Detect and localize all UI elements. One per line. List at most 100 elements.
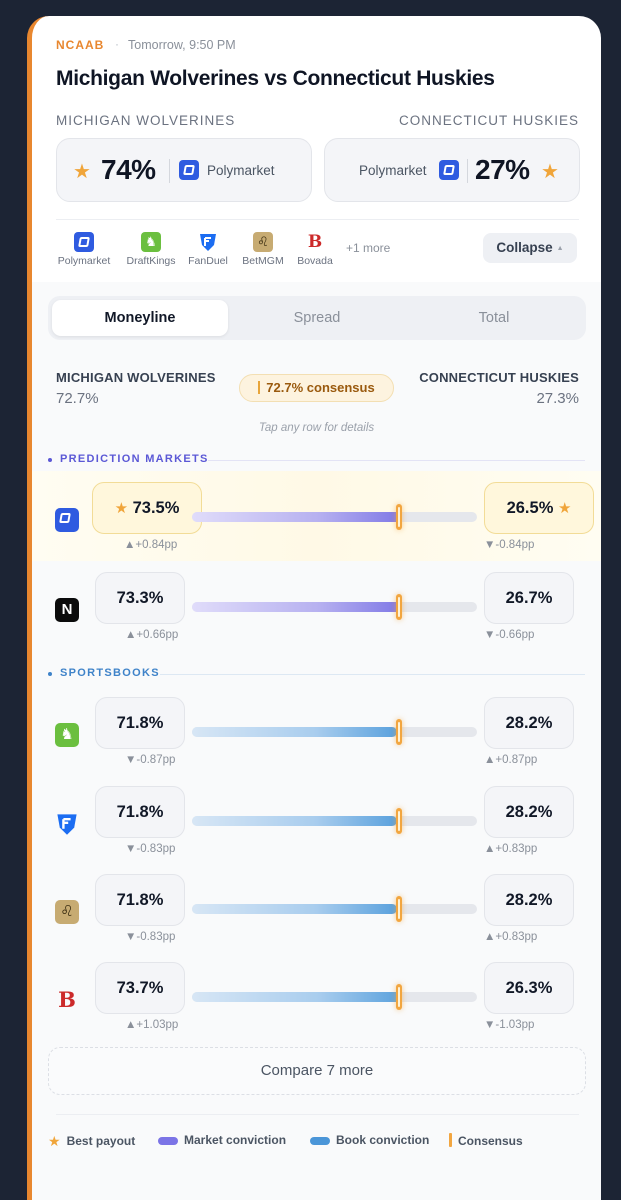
away-odds-value: 28.2%	[505, 891, 553, 909]
source-logo: B	[55, 988, 79, 1012]
away-odds-box[interactable]: 28.2%	[484, 786, 574, 838]
away-team-label: CONNECTICUT HUSKIES	[398, 113, 579, 128]
draftkings-icon: ♞	[55, 723, 79, 747]
fanduel-icon	[55, 812, 79, 836]
bovada-icon: B	[58, 987, 76, 1012]
home-odds-box[interactable]: 71.8%	[95, 786, 185, 838]
source-logo: ♌	[55, 900, 79, 924]
consensus-label: 72.7% consensus	[266, 380, 375, 395]
ml-home-pct: 72.7%	[56, 390, 99, 407]
legend-consensus: Consensus	[449, 1133, 523, 1148]
novig-icon: N	[55, 598, 79, 622]
tab-total[interactable]: Total	[478, 310, 510, 326]
conviction-track	[192, 984, 477, 1010]
book-label: Bovada	[297, 255, 333, 267]
away-odds-box[interactable]: 28.2%	[484, 697, 574, 749]
away-delta: ▼-0.84pp	[484, 539, 535, 551]
away-odds-box[interactable]: 26.7%	[484, 572, 574, 624]
away-best-odds[interactable]: Polymarket 27% ★	[324, 138, 580, 202]
away-odds-value: 28.2%	[505, 803, 553, 821]
away-delta: ▲+0.83pp	[484, 931, 538, 943]
collapse-button[interactable]: Collapse ▲	[483, 233, 577, 263]
caret-up-icon: ▲	[556, 245, 564, 252]
away-delta: ▲+0.83pp	[484, 843, 538, 855]
home-delta: ▼-0.83pp	[125, 931, 176, 943]
legend-label: Best payout	[66, 1134, 136, 1148]
home-odds-box[interactable]: ★ 73.5%	[92, 482, 202, 534]
book-betmgm[interactable]: ♌ BetMGM	[234, 232, 292, 267]
market-swatch	[158, 1137, 178, 1145]
polymarket-icon	[55, 508, 79, 532]
book-bovada[interactable]: B Bovada	[286, 232, 344, 267]
more-books-link[interactable]: +1 more	[346, 241, 391, 255]
divider	[467, 159, 468, 183]
legend-label: Consensus	[458, 1134, 523, 1148]
legend-label: Book conviction	[336, 1133, 430, 1147]
legend-label: Market conviction	[184, 1133, 287, 1147]
away-odds-box[interactable]: 26.5% ★	[484, 482, 594, 534]
conviction-fill	[192, 602, 401, 612]
home-odds-box[interactable]: 73.7%	[95, 962, 185, 1014]
home-delta: ▼-0.83pp	[125, 843, 176, 855]
book-draftkings[interactable]: ♞ DraftKings	[122, 232, 180, 267]
fanduel-icon	[198, 232, 218, 252]
home-odds-box[interactable]: 73.3%	[95, 572, 185, 624]
home-team-label: MICHIGAN WOLVERINES	[56, 113, 236, 128]
away-odds-value: 26.5%	[506, 499, 554, 517]
away-delta: ▼-0.66pp	[484, 629, 535, 641]
consensus-marker	[396, 504, 402, 530]
home-odds-value: 73.7%	[116, 979, 164, 997]
consensus-marker	[396, 984, 402, 1010]
betmgm-icon: ♌	[55, 900, 79, 924]
home-odds-box[interactable]: 71.8%	[95, 697, 185, 749]
consensus-marker	[396, 808, 402, 834]
polymarket-icon	[179, 160, 199, 180]
home-best-pct: 74%	[101, 154, 156, 185]
league-label: NCAAB	[56, 38, 105, 52]
conviction-track	[192, 896, 477, 922]
book-swatch	[310, 1137, 330, 1145]
home-odds-value: 71.8%	[116, 803, 164, 821]
consensus-marker	[396, 594, 402, 620]
bullet-icon	[48, 458, 52, 462]
book-fanduel[interactable]: FanDuel	[179, 232, 237, 267]
betmgm-icon: ♌	[253, 232, 273, 252]
home-odds-box[interactable]: 71.8%	[95, 874, 185, 926]
conviction-fill	[192, 512, 401, 522]
consensus-swatch	[449, 1133, 452, 1147]
home-delta: ▲+0.84pp	[124, 539, 178, 551]
tab-moneyline[interactable]: Moneyline	[52, 300, 228, 336]
conviction-fill	[192, 727, 397, 737]
legend-best-payout: ★ Best payout	[48, 1133, 135, 1150]
collapse-label: Collapse	[496, 240, 553, 255]
divider	[208, 460, 585, 461]
legend-book-conviction: Book conviction	[310, 1133, 429, 1147]
section-prediction-markets: PREDICTION MARKETS	[48, 453, 585, 467]
divider	[160, 674, 585, 675]
book-label: DraftKings	[126, 255, 176, 267]
home-best-odds[interactable]: ★ 74% Polymarket	[56, 138, 312, 202]
away-odds-value: 28.2%	[505, 714, 553, 732]
away-odds-value: 26.3%	[505, 979, 553, 997]
home-odds-value: 73.5%	[132, 499, 180, 517]
away-best-source: Polymarket	[359, 163, 427, 178]
ml-away-pct: 27.3%	[536, 390, 579, 407]
bullet-icon	[48, 672, 52, 676]
matchup-title: Michigan Wolverines vs Connecticut Huski…	[56, 67, 495, 90]
conviction-track	[192, 808, 477, 834]
away-best-pct: 27%	[475, 154, 530, 185]
consensus-marker	[396, 896, 402, 922]
tab-spread[interactable]: Spread	[293, 310, 341, 326]
compare-more-button[interactable]: Compare 7 more	[48, 1047, 586, 1095]
home-odds-value: 73.3%	[116, 589, 164, 607]
conviction-fill	[192, 992, 402, 1002]
book-polymarket[interactable]: Polymarket	[55, 232, 113, 267]
home-delta: ▼-0.87pp	[125, 754, 176, 766]
consensus-marker	[396, 719, 402, 745]
divider	[169, 159, 170, 183]
away-delta: ▲+0.87pp	[484, 754, 538, 766]
conviction-fill	[192, 816, 397, 826]
legend-market-conviction: Market conviction	[158, 1133, 286, 1147]
away-odds-box[interactable]: 28.2%	[484, 874, 574, 926]
away-odds-box[interactable]: 26.3%	[484, 962, 574, 1014]
